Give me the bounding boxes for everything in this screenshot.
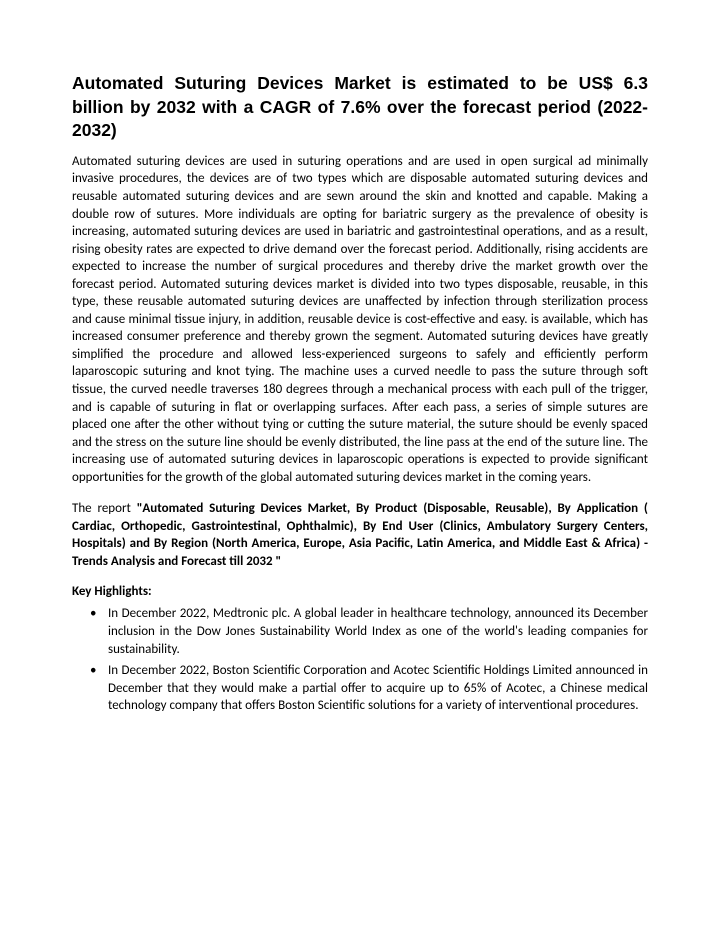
highlights-header: Key Highlights: [72, 584, 648, 599]
list-item: In December 2022, Boston Scientific Corp… [108, 662, 648, 715]
highlights-list: In December 2022, Medtronic plc. A globa… [72, 605, 648, 714]
document-title: Automated Suturing Devices Market is est… [72, 72, 648, 143]
report-title-text: "Automated Suturing Devices Market, By P… [72, 501, 648, 569]
report-intro-text: The report [72, 501, 137, 516]
list-item: In December 2022, Medtronic plc. A globa… [108, 605, 648, 658]
report-paragraph: The report "Automated Suturing Devices M… [72, 500, 648, 570]
body-paragraph: Automated suturing devices are used in s… [72, 153, 648, 486]
